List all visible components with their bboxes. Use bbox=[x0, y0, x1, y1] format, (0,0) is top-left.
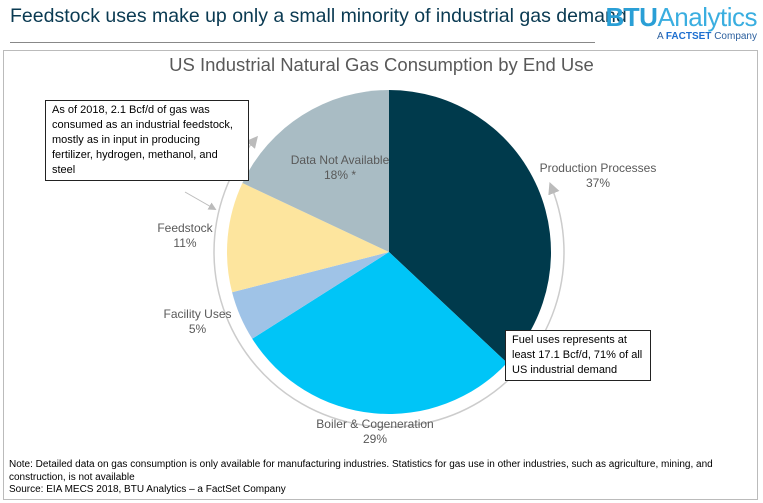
feedstock-callout-arrow bbox=[184, 191, 217, 210]
fuel-arc-arrow bbox=[213, 135, 565, 428]
note-text: Note: Detailed data on gas consumption i… bbox=[9, 459, 713, 483]
logo-sub-brand: FACTSET bbox=[665, 31, 712, 42]
label-feedstock: Feedstock 11% bbox=[157, 221, 213, 250]
logo-rest: Analytics bbox=[657, 2, 757, 32]
pie-slice-facility-uses bbox=[232, 252, 389, 339]
feedstock-annotation: As of 2018, 2.1 Bcf/d of gas was consume… bbox=[45, 100, 249, 181]
footnote: Note: Detailed data on gas consumption i… bbox=[9, 459, 754, 497]
pie-slice-boiler-cogeneration bbox=[252, 252, 508, 415]
chart-title: US Industrial Natural Gas Consumption by… bbox=[169, 54, 594, 75]
chart-frame bbox=[3, 50, 758, 500]
source-text: Source: EIA MECS 2018, BTU Analytics – a… bbox=[9, 484, 286, 495]
logo: BTUAnalytics A FACTSET Company bbox=[602, 2, 758, 42]
logo-sub-rest: Company bbox=[711, 31, 757, 42]
headline: Feedstock uses make up only a small mino… bbox=[10, 5, 627, 27]
fuel-annotation: Fuel uses represents at least 17.1 Bcf/d… bbox=[505, 330, 651, 381]
label-facility-uses: Facility Uses 5% bbox=[163, 307, 232, 336]
logo-bold: BTU bbox=[605, 2, 658, 32]
divider bbox=[10, 42, 595, 43]
label-production-processes: Production Processes 37% bbox=[539, 161, 657, 190]
pie-slice-feedstock bbox=[227, 183, 389, 293]
label-boiler-cogeneration: Boiler & Cogeneration 29% bbox=[316, 417, 434, 446]
logo-sub-a: A bbox=[656, 31, 666, 42]
label-data-not-available: Data Not Available 18% * bbox=[290, 153, 390, 182]
